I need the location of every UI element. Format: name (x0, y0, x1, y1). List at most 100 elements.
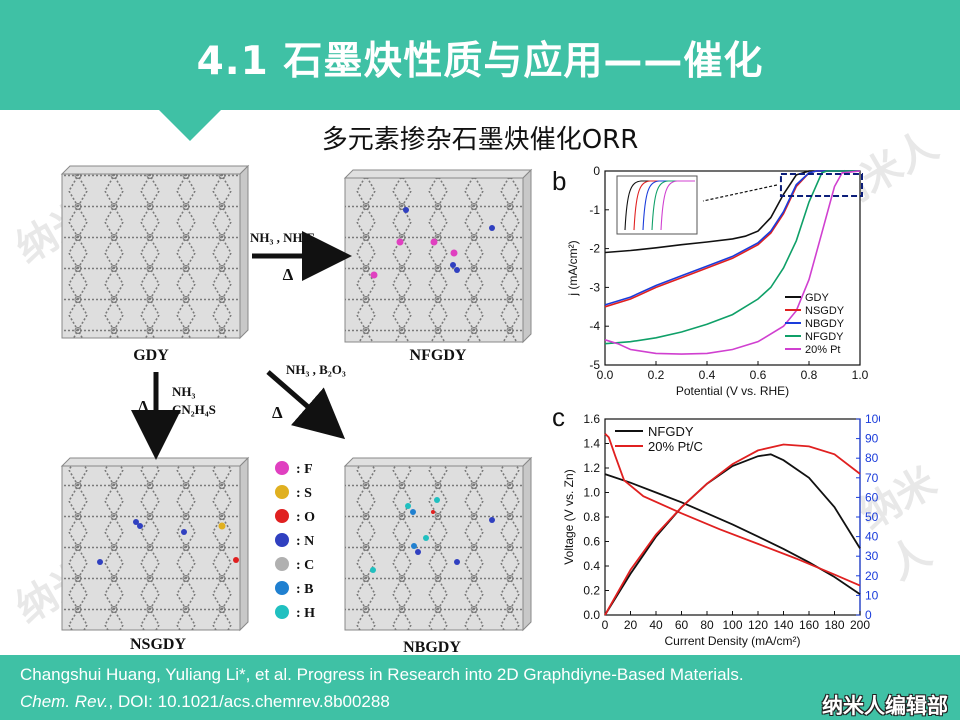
arrow-down: Δ NH₃ CN₂H₄S (131, 372, 216, 460)
y-tick-label-b-3: -3 (589, 280, 600, 294)
panel-c-letter: c (552, 402, 565, 432)
y2-tick-label-c-9: 90 (865, 432, 879, 446)
inset-line-1 (633, 180, 695, 231)
y-tick-label-c-5: 1.0 (583, 486, 600, 500)
inset-frame (616, 175, 698, 235)
x-tick-label-b-1: 0.2 (648, 368, 665, 382)
y-axis-label-c: Voltage (V vs. Zn) (562, 469, 576, 564)
arrow-down-reagent2: CN₂H₄S (172, 402, 216, 417)
x-axis-label-b: Potential (V vs. RHE) (676, 384, 789, 398)
series-line-b-3 (604, 170, 860, 345)
y-tick-label-c-7: 1.4 (583, 437, 600, 451)
zoom-pointer (702, 184, 778, 202)
x-tick-label-c-6: 120 (748, 618, 768, 632)
citation-line-2: Chem. Rev., DOI: 10.1021/acs.chemrev.8b0… (20, 692, 390, 712)
legend-dot-5 (275, 581, 289, 595)
y-tick-label-c-6: 1.2 (583, 461, 600, 475)
banner-notch (158, 109, 222, 141)
y-tick-label-c-3: 0.6 (583, 535, 600, 549)
y2-tick-label-c-2: 20 (865, 569, 879, 583)
x-tick-label-c-0: 0 (602, 618, 609, 632)
arrow-right: NH₃ , NH₄F Δ (250, 230, 352, 284)
legend-label-c-0: NFGDY (648, 424, 694, 439)
arrow-diag-reagent: NH₃ , B₂O₃ (286, 362, 346, 377)
inset-line-2 (642, 180, 695, 231)
legend-label-c-1: 20% Pt/C (648, 439, 703, 454)
slide-subtitle: 多元素掺杂石墨炔催化ORR (321, 125, 639, 155)
legend-label-b-1: NSGDY (805, 305, 845, 317)
series-line-c-3 (604, 443, 861, 616)
citation-journal: Chem. Rev. (20, 692, 109, 711)
y2-tick-label-c-8: 80 (865, 451, 879, 465)
legend-dot-4 (275, 557, 289, 571)
arrow-right-heat: Δ (283, 265, 294, 284)
y2-tick-label-c-5: 50 (865, 510, 879, 524)
legend-label-4: : C (296, 558, 314, 573)
nfgdy-box (343, 168, 533, 344)
y2-tick-label-c-10: 100 (865, 412, 880, 426)
series-line-c-1 (604, 433, 861, 587)
legend-label-b-3: NFGDY (805, 331, 844, 343)
legend-dot-1 (275, 485, 289, 499)
arrow-down-reagent1: NH₃ (172, 384, 196, 399)
legend-label-1: : S (296, 486, 312, 501)
arrow-down-heat: Δ (138, 397, 149, 416)
y-tick-label-c-4: 0.8 (583, 510, 600, 524)
x-tick-label-c-5: 100 (722, 618, 742, 632)
zoom-box (779, 173, 864, 197)
x-axis-label-c: Current Density (mA/cm²) (664, 634, 800, 648)
title-banner (0, 0, 960, 110)
legend-dot-6 (275, 605, 289, 619)
y-tick-label-b-1: -1 (589, 203, 600, 217)
inset-line-3 (651, 180, 695, 231)
y-tick-label-b-5: -5 (589, 358, 600, 372)
footer-band (0, 655, 960, 720)
x-tick-label-c-4: 80 (700, 618, 714, 632)
zinc-air-battery-chart: 0 20 40 60 80 100 120 140 160 180 2000.00.20.40.60… (562, 412, 880, 648)
legend-label-b-4: 20% Pt (805, 344, 840, 356)
y-tick-label-c-2: 0.4 (583, 559, 600, 573)
nbgdy-box (343, 456, 533, 632)
y2-tick-label-c-6: 60 (865, 490, 879, 504)
inset-line-0 (624, 180, 695, 231)
figure: a GDY NFGDY (60, 164, 880, 655)
slide-title: 4.1 石墨炔性质与应用——催化 (196, 39, 764, 84)
x-tick-label-b-2: 0.4 (699, 368, 716, 382)
legend-label-6: : H (296, 606, 315, 621)
y-tick-label-b-4: -4 (589, 319, 600, 333)
x-tick-label-b-0: 0.0 (597, 368, 614, 382)
nbgdy-label: NBGDY (403, 639, 461, 655)
series-line-b-4 (604, 170, 861, 355)
citation-line-1: Changshui Huang, Yuliang Li*, et al. Pro… (20, 665, 744, 684)
series-line-c-2 (604, 453, 861, 616)
y-axis-label-b: j (mA/cm²) (566, 240, 580, 296)
y-tick-label-c-1: 0.2 (583, 584, 600, 598)
legend-label-3: : N (296, 534, 314, 549)
x-tick-label-c-2: 40 (649, 618, 663, 632)
legend-label-0: : F (296, 462, 313, 477)
legend-label-b-2: NBGDY (805, 318, 845, 330)
gdy-box (60, 164, 250, 340)
y2-tick-label-c-4: 40 (865, 530, 879, 544)
plot-frame-c (604, 418, 861, 616)
nsgdy-box (60, 456, 250, 632)
y2-tick-label-c-3: 30 (865, 549, 879, 563)
x-tick-label-c-10: 200 (850, 618, 870, 632)
legend-label-b-0: GDY (805, 292, 830, 304)
y-tick-label-c-8: 1.6 (583, 412, 600, 426)
y2-tick-label-c-1: 10 (865, 588, 879, 602)
nsgdy-label: NSGDY (130, 636, 186, 653)
x-tick-label-c-3: 60 (675, 618, 689, 632)
arrow-right-reagent: NH₃ , NH₄F (250, 230, 315, 245)
panel-b-letter: b (552, 166, 566, 196)
legend-label-2: : O (296, 510, 315, 525)
legend-dot-3 (275, 533, 289, 547)
series-line-b-2 (604, 170, 860, 306)
y-tick-label-b-2: -2 (589, 242, 600, 256)
orr-lsv-chart: 0.0 0.2 0.4 0.6 0.8 1.0 0 -1 -2 -3 -4 -5 Potential (… (566, 164, 869, 398)
inset-line-4 (660, 180, 695, 231)
legend-label-5: : B (296, 582, 314, 597)
y2-tick-label-c-7: 70 (865, 471, 879, 485)
series-line-b-0 (604, 170, 860, 254)
x-tick-label-b-5: 1.0 (852, 368, 869, 382)
